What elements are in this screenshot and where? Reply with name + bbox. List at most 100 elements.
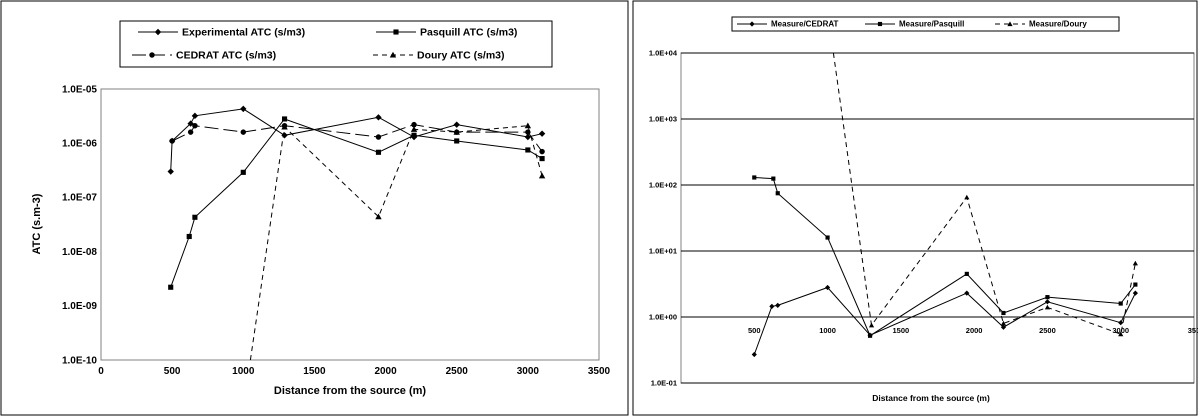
y-tick-label: 1.0E+00	[649, 313, 677, 322]
y-tick-label: 1.0E-10	[62, 355, 97, 366]
data-point	[538, 172, 546, 179]
left-series-group	[167, 105, 546, 361]
y-tick-label: 1.0E+04	[649, 49, 678, 58]
data-point	[281, 123, 288, 130]
series-line	[170, 118, 543, 288]
legend-entry: CEDRAT ATC (s/m3)	[132, 50, 276, 62]
data-point	[281, 116, 288, 122]
data-point	[964, 271, 969, 276]
data-point	[167, 168, 174, 175]
y-tick-label: 1.0E-05	[62, 84, 97, 95]
right-chart: 500 1000 1500 2000 2500 3000 350 1.0E-01 1.0E+0…	[649, 16, 1198, 403]
data-point	[375, 134, 382, 140]
data-point	[410, 126, 418, 132]
series-diamond	[167, 105, 546, 175]
series-square	[752, 175, 1138, 338]
legend-label: Measure/CEDRAT	[771, 20, 839, 29]
left-plot-area	[100, 88, 600, 361]
data-point	[411, 121, 417, 128]
legend-marker	[389, 51, 397, 58]
x-tick-label: 3000	[1112, 326, 1129, 335]
data-point	[168, 284, 174, 290]
y-tick-label: 1.0E-06	[62, 139, 97, 150]
data-point	[964, 290, 970, 296]
legend-marker	[1007, 21, 1013, 27]
legend-entry: Measure/CEDRAT	[737, 20, 839, 29]
x-tick-label: 0	[98, 366, 104, 377]
legend-marker	[393, 29, 399, 35]
series-line	[754, 177, 1136, 337]
data-point	[539, 148, 545, 155]
data-point	[187, 129, 194, 135]
data-point	[752, 175, 757, 180]
data-point	[867, 333, 873, 338]
right-legend: Measure/CEDRAT Measure/Pasquill Measure/Do…	[737, 20, 1087, 29]
x-tick-label: 2500	[1039, 326, 1056, 335]
right-legend-box	[731, 16, 1120, 32]
legend-label: Experimental ATC (s/m3)	[182, 27, 305, 39]
legend-label: Measure/Pasquill	[899, 20, 964, 29]
left-legend: Experimental ATC (s/m3) Pasquill ATC (s/m…	[132, 27, 517, 62]
left-y-tick-labels: 1.0E-10 1.0E-09 1.0E-08 1.0E-07 1.0E-06 1.0E-…	[62, 84, 97, 366]
series-square	[168, 116, 545, 290]
data-point	[187, 120, 194, 127]
legend-entry: Measure/Pasquill	[865, 20, 964, 29]
right-x-axis-label: Distance from the source (m)	[872, 393, 990, 403]
data-point	[825, 235, 830, 240]
data-point	[524, 122, 532, 129]
x-tick-label: 1500	[303, 366, 326, 377]
data-point	[539, 156, 545, 162]
x-tick-label: 1000	[232, 366, 255, 377]
left-chart: 0 500 1000 1500 2000 2500 3000 3500 1.0E-101.0E…	[31, 20, 611, 397]
legend-label: CEDRAT ATC (s/m3)	[176, 50, 276, 62]
right-series-group	[751, 52, 1138, 358]
data-point	[240, 169, 246, 175]
x-tick-label: 3500	[588, 366, 611, 377]
data-point	[964, 194, 970, 200]
legend-label: Pasquill ATC (s/m3)	[420, 27, 517, 39]
legend-label: Doury ATC (s/m3)	[417, 50, 505, 62]
data-point	[868, 322, 875, 328]
left-x-axis-label: Distance from the source (m)	[274, 385, 427, 397]
data-point	[240, 105, 247, 113]
data-point	[375, 149, 382, 155]
series-triangle	[249, 122, 546, 361]
legend-entry: Measure/Doury	[995, 20, 1087, 29]
x-tick-label: 1500	[893, 326, 910, 335]
legend-entry: Experimental ATC (s/m3)	[138, 27, 305, 39]
y-tick-label: 1.0E+01	[649, 247, 677, 256]
data-point	[240, 129, 247, 135]
y-tick-label: 1.0E-07	[62, 193, 97, 204]
data-point	[769, 303, 775, 309]
x-tick-label: 3000	[517, 366, 540, 377]
data-point	[1132, 290, 1138, 296]
x-tick-label: 1000	[819, 326, 836, 335]
series-line	[171, 124, 543, 152]
data-point	[375, 213, 382, 220]
data-point	[775, 191, 780, 196]
y-tick-label: 1.0E+02	[649, 181, 677, 190]
data-point	[1045, 295, 1050, 300]
data-point	[375, 114, 382, 121]
data-point	[775, 302, 781, 308]
data-point	[186, 233, 192, 240]
data-point	[192, 123, 198, 129]
x-tick-label: 500	[164, 366, 181, 377]
data-point	[1001, 310, 1006, 316]
right-y-tick-labels: 1.0E-01 1.0E+00 1.0E+01 1.0E+02 1.0E+03 1.0E+…	[649, 49, 678, 388]
data-point	[453, 121, 460, 128]
x-tick-label: 2000	[966, 326, 983, 335]
data-point	[538, 130, 546, 137]
data-point	[1118, 331, 1124, 337]
data-point	[169, 138, 175, 144]
right-x-tick-labels: 500 1000 1500 2000 2500 3000 350	[748, 326, 1198, 335]
right-gridlines	[681, 52, 1194, 384]
legend-entry: Pasquill ATC (s/m3)	[376, 27, 517, 39]
y-tick-label: 1.0E-08	[62, 247, 97, 258]
data-point	[751, 351, 757, 358]
left-y-axis-label: ATC (s.m-3)	[31, 193, 43, 254]
data-point	[454, 138, 460, 144]
data-point	[1044, 299, 1051, 305]
legend-entry: Doury ATC (s/m3)	[373, 50, 505, 62]
